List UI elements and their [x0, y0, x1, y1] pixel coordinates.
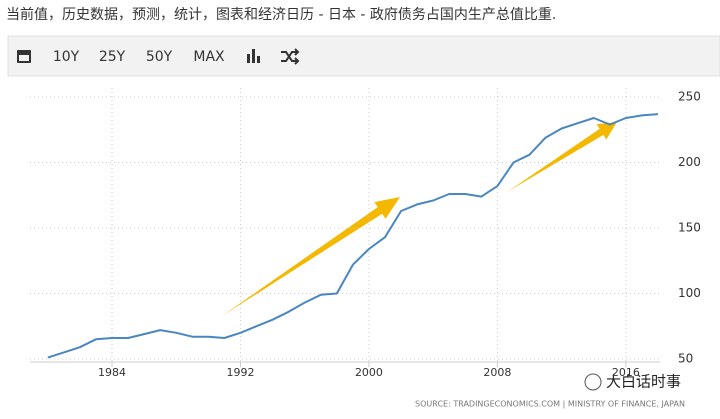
bar-chart-icon[interactable]: [247, 49, 260, 63]
range-button[interactable]: 50Y: [146, 49, 173, 65]
shuffle-icon[interactable]: [281, 48, 300, 65]
watermark: 大白话时事: [606, 373, 681, 391]
x-tick-label: 2016: [612, 366, 640, 379]
x-tick-label: 1984: [98, 366, 126, 379]
y-tick-label: 250: [678, 90, 701, 104]
annotation-arrow: [507, 122, 617, 192]
x-tick-label: 1992: [226, 366, 254, 379]
page-title: 当前值，历史数据，预测，统计，图表和经济日历 - 日本 - 政府债务占国内生产总…: [6, 6, 556, 23]
x-tick-label: 2000: [355, 366, 383, 379]
source: SOURCE: TRADINGECONOMICS.COM | MINISTRY …: [415, 400, 685, 409]
plot-area: [30, 88, 660, 366]
data-line: [47, 113, 659, 359]
watermark-icon: [584, 373, 602, 391]
toolbar: [7, 35, 720, 77]
calendar-icon[interactable]: [17, 50, 31, 63]
range-button[interactable]: MAX: [193, 49, 225, 65]
range-button[interactable]: 10Y: [53, 49, 80, 65]
annotation-arrow: [222, 197, 400, 316]
y-tick-label: 50: [678, 351, 693, 365]
y-tick-label: 150: [678, 221, 701, 235]
y-tick-label: 200: [678, 155, 701, 169]
y-tick-label: 100: [678, 286, 701, 300]
range-button[interactable]: 25Y: [99, 49, 126, 65]
x-tick-label: 2008: [483, 366, 511, 379]
